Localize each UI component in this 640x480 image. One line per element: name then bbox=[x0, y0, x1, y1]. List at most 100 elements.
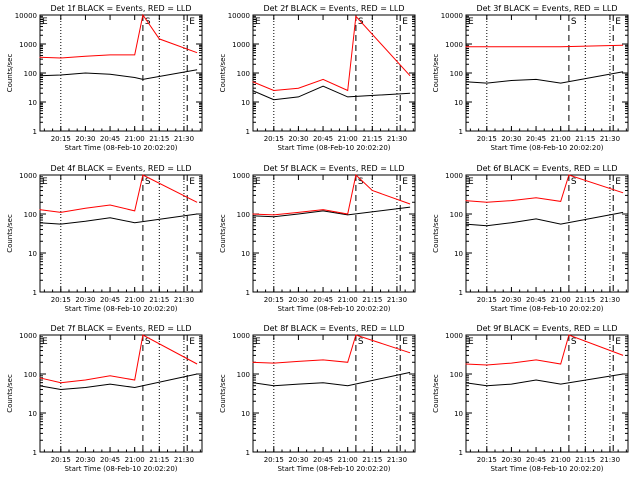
x-tick-label: 20:30 bbox=[501, 296, 521, 304]
x-tick-label: 20:30 bbox=[75, 296, 95, 304]
x-tick-label: 20:15 bbox=[477, 135, 497, 143]
y-tick-label: 100 bbox=[237, 211, 250, 219]
plot-title: Det 6f BLACK = Events, RED = LLD bbox=[476, 164, 617, 173]
x-axis-label: Start Time (08-Feb-10 20:02:20) bbox=[490, 144, 603, 152]
interval-marker-label: S bbox=[571, 177, 577, 187]
y-axis-label: Counts/sec bbox=[219, 54, 227, 93]
x-axis-label: Start Time (08-Feb-10 20:02:20) bbox=[277, 144, 390, 152]
x-tick-label: 21:15 bbox=[362, 135, 382, 143]
plot-panel-4: Det 4f BLACK = Events, RED = LLD 1 10 100 10… bbox=[6, 164, 203, 313]
lld-series-line bbox=[465, 44, 624, 48]
interval-marker-label: E bbox=[255, 177, 261, 187]
plot-panel-2: Det 2f BLACK = Events, RED = LLD 1 10 100 10… bbox=[219, 4, 416, 152]
x-tick-label: 21:00 bbox=[551, 135, 571, 143]
y-tick-label: 1000 bbox=[19, 41, 37, 49]
interval-marker-label: E bbox=[42, 177, 48, 187]
x-tick-label: 20:15 bbox=[264, 135, 284, 143]
plot-frame bbox=[252, 14, 416, 132]
x-tick-label: 21:30 bbox=[387, 296, 407, 304]
x-tick-label: 21:30 bbox=[174, 135, 194, 143]
x-tick-label: 21:15 bbox=[149, 456, 169, 464]
x-tick-label: 20:30 bbox=[75, 135, 95, 143]
y-tick-label: 10 bbox=[28, 250, 37, 258]
plot-frame bbox=[39, 334, 203, 453]
y-axis-label: Counts/sec bbox=[432, 214, 440, 253]
x-tick-label: 21:15 bbox=[149, 296, 169, 304]
y-tick-label: 10 bbox=[454, 410, 463, 418]
plot-frame bbox=[39, 174, 203, 293]
interval-marker-label: S bbox=[358, 177, 364, 187]
plot-panel-5: Det 5f BLACK = Events, RED = LLD 1 10 100 10… bbox=[219, 164, 416, 313]
y-tick-label: 100 bbox=[24, 371, 37, 379]
y-tick-label: 1000 bbox=[445, 172, 463, 180]
x-tick-label: 20:30 bbox=[288, 456, 308, 464]
plot-frame bbox=[252, 334, 416, 453]
interval-marker-label: E bbox=[468, 337, 474, 347]
x-tick-label: 21:15 bbox=[362, 456, 382, 464]
y-tick-label: 1000 bbox=[232, 41, 250, 49]
x-tick-label: 20:30 bbox=[288, 296, 308, 304]
y-tick-label: 1000 bbox=[19, 332, 37, 340]
y-tick-label: 1 bbox=[33, 128, 37, 136]
y-tick-label: 1 bbox=[459, 128, 463, 136]
x-tick-label: 20:45 bbox=[526, 135, 546, 143]
interval-marker-label: E bbox=[615, 337, 621, 347]
y-tick-label: 1000 bbox=[445, 41, 463, 49]
y-tick-label: 10000 bbox=[441, 12, 463, 20]
y-tick-label: 10 bbox=[241, 99, 250, 107]
x-tick-label: 20:45 bbox=[100, 456, 120, 464]
x-tick-label: 20:45 bbox=[526, 296, 546, 304]
y-axis-label: Counts/sec bbox=[432, 374, 440, 413]
y-tick-label: 1 bbox=[246, 449, 250, 457]
x-tick-label: 21:15 bbox=[362, 296, 382, 304]
plot-panel-1: Det 1f BLACK = Events, RED = LLD 1 10 100 10… bbox=[6, 4, 203, 152]
plot-title: Det 8f BLACK = Events, RED = LLD bbox=[263, 324, 404, 333]
x-axis-label: Start Time (08-Feb-10 20:02:20) bbox=[277, 465, 390, 473]
plot-panel-9: Det 9f BLACK = Events, RED = LLD 1 10 100 10… bbox=[432, 324, 629, 473]
x-tick-label: 20:45 bbox=[313, 135, 333, 143]
y-axis-label: Counts/sec bbox=[219, 374, 227, 413]
x-tick-label: 21:15 bbox=[149, 135, 169, 143]
x-tick-label: 21:30 bbox=[387, 135, 407, 143]
y-tick-label: 1000 bbox=[19, 172, 37, 180]
x-axis-label: Start Time (08-Feb-10 20:02:20) bbox=[64, 305, 177, 313]
x-tick-label: 20:45 bbox=[100, 135, 120, 143]
y-axis-label: Counts/sec bbox=[6, 374, 14, 413]
interval-marker-label: E bbox=[189, 17, 195, 27]
interval-marker-label: S bbox=[571, 337, 577, 347]
y-tick-label: 10000 bbox=[228, 12, 250, 20]
lld-series-line bbox=[252, 334, 411, 364]
y-tick-label: 100 bbox=[237, 371, 250, 379]
x-tick-label: 20:45 bbox=[313, 456, 333, 464]
interval-marker-label: E bbox=[468, 17, 474, 27]
y-tick-label: 1000 bbox=[232, 172, 250, 180]
y-tick-label: 10 bbox=[241, 410, 250, 418]
events-series-line bbox=[252, 206, 411, 218]
x-tick-label: 21:15 bbox=[575, 296, 595, 304]
lld-series-line bbox=[252, 15, 411, 92]
x-tick-label: 20:15 bbox=[477, 296, 497, 304]
events-series-line bbox=[252, 85, 411, 101]
x-tick-label: 20:15 bbox=[264, 456, 284, 464]
y-tick-label: 10000 bbox=[15, 12, 37, 20]
interval-marker-label: E bbox=[402, 177, 408, 187]
y-tick-label: 10 bbox=[454, 250, 463, 258]
interval-marker-label: S bbox=[358, 337, 364, 347]
x-tick-label: 21:00 bbox=[551, 296, 571, 304]
plot-title: Det 7f BLACK = Events, RED = LLD bbox=[50, 324, 191, 333]
plot-panel-8: Det 8f BLACK = Events, RED = LLD 1 10 100 10… bbox=[219, 324, 416, 473]
x-tick-label: 20:30 bbox=[75, 456, 95, 464]
plot-frame bbox=[465, 174, 629, 293]
y-tick-label: 100 bbox=[24, 70, 37, 78]
events-series-line bbox=[39, 373, 198, 391]
y-axis-label: Counts/sec bbox=[432, 54, 440, 93]
y-tick-label: 1000 bbox=[445, 332, 463, 340]
x-tick-label: 21:30 bbox=[174, 296, 194, 304]
y-axis-label: Counts/sec bbox=[6, 214, 14, 253]
x-axis-label: Start Time (08-Feb-10 20:02:20) bbox=[64, 465, 177, 473]
x-tick-label: 20:15 bbox=[264, 296, 284, 304]
lld-series-line bbox=[465, 174, 624, 203]
x-tick-label: 21:30 bbox=[600, 296, 620, 304]
interval-marker-label: E bbox=[255, 17, 261, 27]
x-tick-label: 21:00 bbox=[338, 296, 358, 304]
